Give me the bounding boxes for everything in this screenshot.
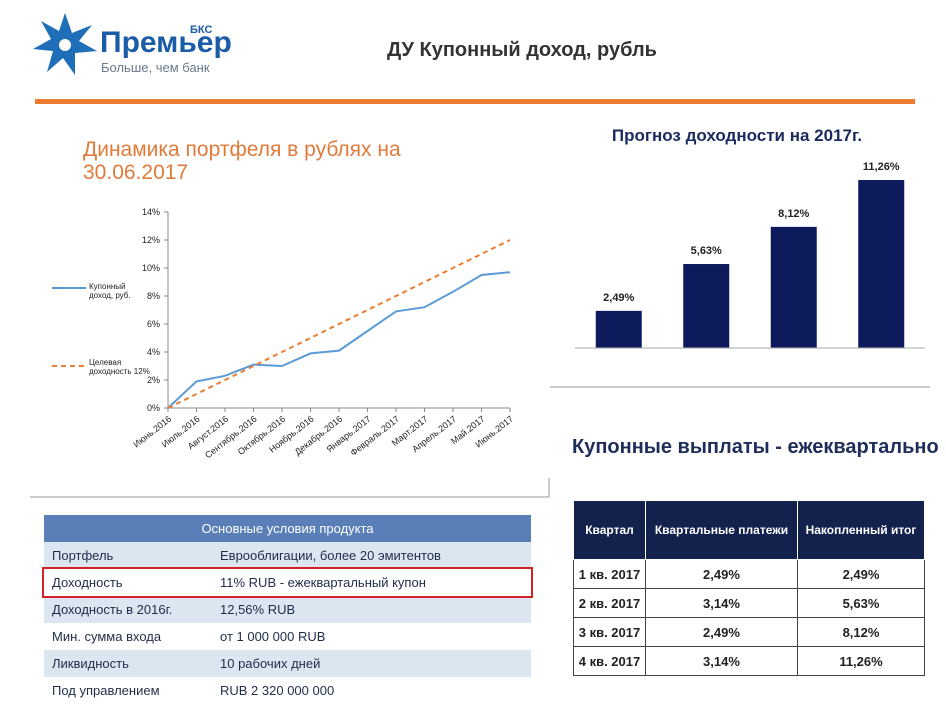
table-cell: 2 кв. 2017: [573, 588, 646, 618]
table-cell: 3 кв. 2017: [573, 617, 646, 647]
table-cell: 4 кв. 2017: [573, 646, 646, 676]
table-title: Основные условия продукта: [44, 515, 531, 542]
x-tick-label: Февраль.2017: [348, 414, 401, 458]
table-row: 3 кв. 2017 2,49% 8,12%: [573, 617, 925, 647]
table-cell: Мин. сумма входа: [52, 629, 162, 644]
table-cell: 3,14%: [644, 588, 799, 618]
tagline: Больше, чем банк: [101, 60, 210, 75]
payments-table: Квартал Квартальные платежи Накопленный ит…: [573, 500, 925, 676]
table-cell: Доходность: [52, 575, 123, 590]
table-cell: 1 кв. 2017: [573, 559, 646, 589]
table-cell: 12,56% RUB: [220, 602, 296, 617]
y-tick-label: 8%: [147, 291, 160, 301]
table-cell: RUB 2 320 000 000: [220, 683, 335, 698]
table-cell: 2,49%: [644, 617, 799, 647]
table-cell: 2,49%: [644, 559, 799, 589]
y-tick-label: 0%: [147, 403, 160, 413]
table-row: 2 кв. 2017 3,14% 5,63%: [573, 588, 925, 618]
product-table: Основные условия продукта Портфель Еврообл…: [42, 515, 533, 704]
series-line: [167, 271, 511, 409]
table-cell: Еврооблигации, более 20 эмитентов: [220, 548, 441, 563]
line-chart-title: Динамика портфеля в рублях на 30.06.2017: [83, 138, 401, 184]
slide-title: ДУ Купонный доход, рубль: [387, 39, 657, 61]
bar: [683, 264, 730, 348]
y-tick-label: 4%: [147, 347, 160, 357]
legend-label: Купонный доход, руб.: [89, 282, 131, 300]
table-header-cell: Квартал: [573, 500, 646, 560]
value-label: 5,63%: [691, 245, 722, 257]
table-cell: Доходность в 2016г.: [52, 602, 173, 617]
value-label: 2,49%: [603, 292, 634, 304]
table-header-cell: Квартальные платежи: [644, 500, 799, 560]
table-row: 1 кв. 2017 2,49% 2,49%: [573, 559, 925, 589]
table-cell: Ликвидность: [52, 656, 129, 671]
bar: [858, 180, 905, 348]
table-cell: 10 рабочих дней: [220, 656, 321, 671]
bar-chart-title: Прогноз доходности на 2017г.: [612, 126, 862, 145]
brand-mark: БКС: [190, 24, 212, 36]
table-row: Доходность 11% RUB - ежеквартальный купон: [42, 567, 533, 598]
table-header-row: Основные условия продукта: [44, 515, 531, 542]
table-row: Портфель Еврооблигации, более 20 эмитенто…: [44, 542, 531, 569]
table-row: 4 кв. 2017 3,14% 11,26%: [573, 646, 925, 676]
table-cell: 5,63%: [797, 588, 925, 618]
bar: [595, 310, 642, 348]
table-cell: 2,49%: [797, 559, 925, 589]
y-tick-label: 12%: [142, 235, 160, 245]
table-cell: 11,26%: [797, 646, 925, 676]
table-cell: Портфель: [52, 548, 114, 563]
table-cell: 11% RUB - ежеквартальный купон: [220, 575, 426, 590]
payments-title: Купонные выплаты - ежеквартально: [572, 436, 939, 458]
y-tick-label: 10%: [142, 263, 160, 273]
table-header-row: Квартал Квартальные платежи Накопленный ит…: [573, 500, 925, 560]
table-row: Мин. сумма входа от 1 000 000 RUB: [44, 623, 531, 650]
table-row: Ликвидность 10 рабочих дней: [44, 650, 531, 677]
table-header-cell: Накопленный итог: [797, 500, 925, 560]
table-cell: Под управлением: [52, 683, 160, 698]
table-row: Под управлением RUB 2 320 000 000: [44, 677, 531, 704]
y-tick-label: 2%: [147, 375, 160, 385]
value-label: 11,26%: [863, 161, 900, 173]
y-tick-label: 6%: [147, 319, 160, 329]
table-cell: от 1 000 000 RUB: [220, 629, 326, 644]
header-rule: [35, 99, 915, 104]
logo: [33, 13, 97, 75]
table-cell: 8,12%: [797, 617, 925, 647]
table-row: Доходность в 2016г. 12,56% RUB: [44, 596, 531, 623]
bar: [770, 226, 817, 348]
legend-label: Целевая доходность 12%: [89, 358, 150, 376]
series-line: [167, 239, 511, 409]
value-label: 8,12%: [778, 208, 809, 220]
brand: Премьер: [100, 26, 232, 59]
y-tick-label: 14%: [142, 207, 160, 217]
table-cell: 3,14%: [644, 646, 799, 676]
